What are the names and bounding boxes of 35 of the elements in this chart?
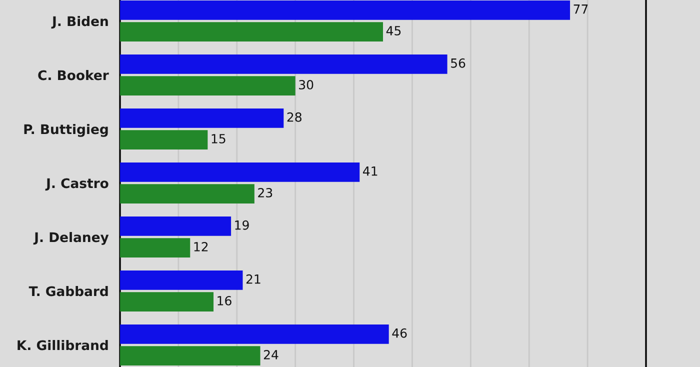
bar (120, 108, 284, 128)
bar (120, 238, 190, 258)
y-tick-label: P. Buttigieg (24, 124, 108, 137)
data-label: 19 (235, 220, 249, 230)
data-label: 21 (246, 274, 260, 284)
y-tick-label: T. Gabbard (28, 286, 108, 296)
data-label: 28 (287, 112, 302, 122)
data-label: 12 (194, 242, 208, 252)
y-tick-label: J. Castro (45, 178, 108, 191)
bar (120, 216, 232, 236)
bar (120, 130, 208, 150)
bar (120, 22, 383, 42)
data-label: 45 (386, 26, 401, 36)
bar (120, 346, 260, 366)
data-label: 16 (218, 296, 232, 306)
bar (120, 292, 214, 312)
y-tick-label: K. Gillibrand (18, 340, 108, 350)
bar (120, 54, 448, 74)
data-label: 24 (264, 350, 278, 360)
bar (120, 184, 254, 204)
data-label: 46 (392, 328, 407, 338)
bar (120, 76, 296, 96)
bar (120, 0, 570, 20)
data-label: 41 (363, 166, 378, 176)
bar (120, 162, 360, 182)
data-label: 30 (299, 80, 314, 90)
data-label: 77 (574, 4, 588, 14)
data-label: 23 (258, 188, 272, 198)
y-tick-label: J. Delaney (33, 232, 109, 245)
y-tick-label: J. Biden (51, 16, 108, 29)
bar (120, 324, 389, 344)
data-label: 15 (212, 134, 226, 144)
bar (120, 270, 243, 290)
y-tick-label: C. Booker (38, 70, 109, 80)
data-label: 56 (451, 58, 466, 68)
